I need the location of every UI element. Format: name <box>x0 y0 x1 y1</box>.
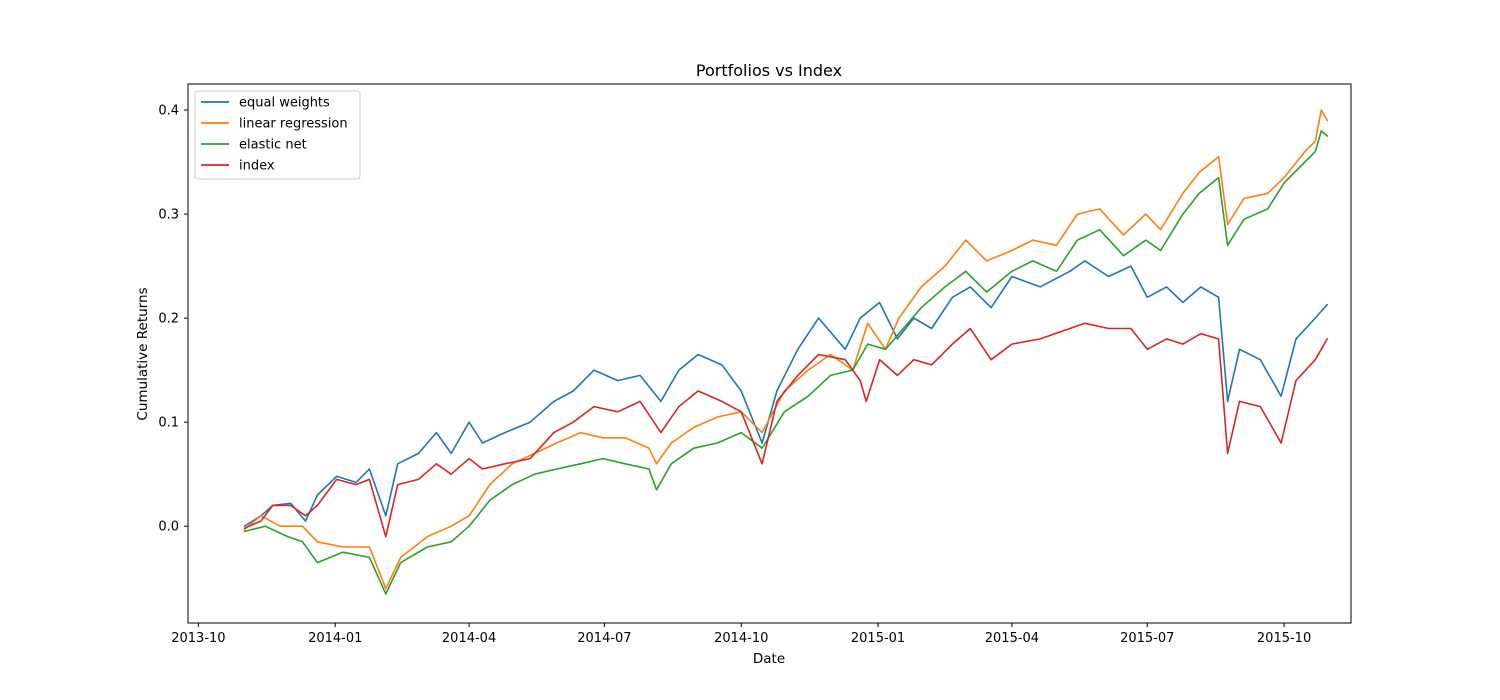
legend-label: linear regression <box>239 117 348 132</box>
chart-title: Portfolios vs Index <box>696 61 842 80</box>
plot-frame <box>187 83 1352 624</box>
x-tick-label: 2014-07 <box>577 631 631 646</box>
x-tick-label: 2015-04 <box>985 631 1039 646</box>
series-line-linear-regression <box>243 109 1328 590</box>
series-line-index <box>243 322 1328 538</box>
x-tick-label: 2015-10 <box>1257 631 1311 646</box>
y-tick-label: 0.4 <box>158 104 179 119</box>
series-layer <box>243 109 1328 595</box>
x-tick-label: 2014-10 <box>714 631 768 646</box>
x-axis: 2013-10 2014-01 2014-04 2014-07 2014-10 2015-… <box>171 623 1311 646</box>
legend-label: elastic net <box>239 138 307 153</box>
x-tick-label: 2015-07 <box>1120 631 1174 646</box>
y-axis-label: Cumulative Returns <box>135 287 151 420</box>
legend-frame <box>194 90 361 180</box>
series-line-equal-weights <box>243 260 1328 528</box>
x-axis-label: Date <box>753 651 785 667</box>
x-tick-label: 2013-10 <box>171 631 225 646</box>
y-axis: 0.0 0.1 0.2 0.3 0.4 <box>158 104 188 535</box>
legend-label: equal weights <box>239 96 330 111</box>
y-tick-label: 0.3 <box>158 208 179 223</box>
x-tick-label: 2014-01 <box>308 631 362 646</box>
y-tick-label: 0.1 <box>158 416 179 431</box>
y-tick-label: 0.0 <box>158 520 179 535</box>
series-line-elastic-net <box>243 130 1328 595</box>
x-tick-label: 2014-04 <box>442 631 496 646</box>
x-tick-label: 2015-01 <box>851 631 905 646</box>
legend-label: index <box>239 159 275 174</box>
legend: equal weights linear regression elastic ne… <box>194 90 361 180</box>
y-tick-label: 0.2 <box>158 312 179 327</box>
